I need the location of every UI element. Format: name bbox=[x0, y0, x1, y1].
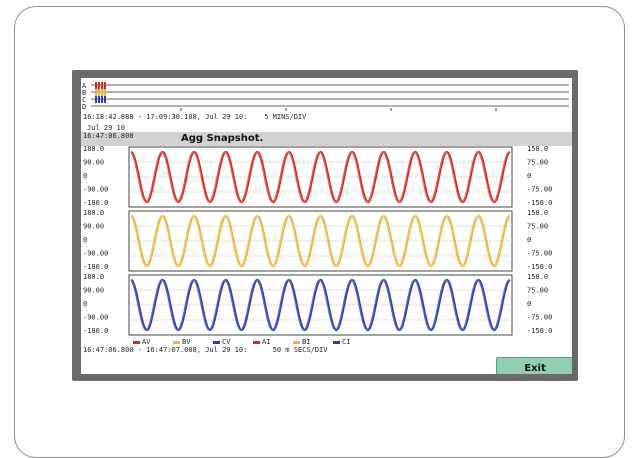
right-tick-label: 0 bbox=[527, 300, 531, 308]
legend-label: BV bbox=[182, 338, 191, 346]
left-tick-label: 180.0 bbox=[83, 273, 104, 281]
legend-item: CI bbox=[333, 338, 350, 346]
left-tick-label: 90.00 bbox=[83, 287, 104, 295]
series-line bbox=[130, 279, 511, 331]
right-tick-label: -150.0 bbox=[527, 263, 552, 271]
legend-label: CI bbox=[342, 338, 351, 346]
right-tick-label: -150.0 bbox=[527, 199, 552, 207]
legend-label: AV bbox=[142, 338, 151, 346]
track-marker bbox=[101, 82, 103, 89]
exit-button[interactable]: Exit bbox=[496, 357, 572, 374]
legend-swatch bbox=[333, 340, 340, 344]
left-tick-label: -90.00 bbox=[83, 186, 108, 194]
snapshot-title: Agg Snapshot. bbox=[181, 133, 264, 144]
right-tick-label: 0 bbox=[527, 172, 531, 180]
legend-swatch bbox=[133, 340, 140, 344]
overview-time-range: 16:18:42.888 - 17:09:30.108, Jul 29 10: … bbox=[83, 113, 307, 121]
left-tick-label: -90.00 bbox=[83, 250, 108, 258]
left-tick-label: 90.00 bbox=[83, 159, 104, 167]
right-tick-label: -75.00 bbox=[527, 250, 552, 258]
legend: AV BV CV AI BI CI bbox=[133, 338, 413, 347]
legend-item: BV bbox=[173, 338, 190, 346]
legend-swatch bbox=[173, 340, 180, 344]
waveform-panel: 180.0 90.00 0 -90.00 -180.0 150.0 75.00 0 -75.00… bbox=[83, 273, 552, 336]
track-marker bbox=[98, 96, 100, 103]
track-label: A bbox=[82, 82, 87, 90]
waveform-panel: 180.0 90.00 0 -90.00 -180.0 150.0 75.00 0 -75.00… bbox=[83, 146, 552, 208]
right-tick-label: 75.00 bbox=[527, 223, 548, 231]
right-tick-label: 150.0 bbox=[527, 146, 548, 153]
snapshot-time: 16:47:06.800 bbox=[83, 132, 134, 140]
right-tick-label: 0 bbox=[527, 236, 531, 244]
right-tick-label: 75.00 bbox=[527, 159, 548, 167]
track-marker bbox=[101, 89, 103, 96]
right-tick-label: -75.00 bbox=[527, 314, 552, 322]
left-tick-label: 180.0 bbox=[83, 146, 104, 153]
left-tick-label: 180.0 bbox=[83, 209, 104, 217]
legend-label: BI bbox=[302, 338, 311, 346]
track-marker bbox=[98, 89, 100, 96]
track-marker bbox=[95, 82, 97, 89]
series-line bbox=[130, 151, 511, 203]
right-tick-label: 75.00 bbox=[527, 287, 548, 295]
left-tick-label: -180.0 bbox=[83, 263, 108, 271]
waveform-panel: 180.0 90.00 0 -90.00 -180.0 150.0 75.00 0 -75.00… bbox=[83, 209, 552, 272]
legend-item: AV bbox=[133, 338, 150, 346]
left-tick-label: 90.00 bbox=[83, 223, 104, 231]
left-tick-label: -180.0 bbox=[83, 199, 108, 207]
legend-swatch bbox=[213, 340, 220, 344]
legend-label: CV bbox=[222, 338, 231, 346]
left-tick-label: 0 bbox=[83, 300, 87, 308]
track-marker bbox=[95, 89, 97, 96]
right-tick-label: -75.00 bbox=[527, 186, 552, 194]
track-label: C bbox=[82, 96, 86, 104]
snapshot-date: Jul 29 10 bbox=[87, 124, 125, 132]
track-marker bbox=[104, 82, 106, 89]
track-marker bbox=[101, 96, 103, 103]
legend-item: BI bbox=[293, 338, 310, 346]
left-tick-label: 0 bbox=[83, 236, 87, 244]
track-label: D bbox=[82, 103, 86, 111]
right-tick-label: 150.0 bbox=[527, 209, 548, 217]
legend-swatch bbox=[253, 340, 260, 344]
legend-item: AI bbox=[253, 338, 270, 346]
series-line bbox=[130, 215, 511, 267]
left-tick-label: -90.00 bbox=[83, 314, 108, 322]
track-marker bbox=[104, 89, 106, 96]
right-tick-label: 150.0 bbox=[527, 273, 548, 281]
track-label: B bbox=[82, 89, 86, 97]
legend-swatch bbox=[293, 340, 300, 344]
track-marker bbox=[104, 96, 106, 103]
right-tick-label: -150.0 bbox=[527, 327, 552, 335]
track-marker bbox=[98, 82, 100, 89]
bottom-time-range: 16:47:06.800 - 16:47:07.008, Jul 29 10: … bbox=[83, 346, 328, 354]
left-tick-label: 0 bbox=[83, 172, 87, 180]
track-marker bbox=[95, 96, 97, 103]
legend-item: CV bbox=[213, 338, 230, 346]
snapshot-title-bar: Agg Snapshot. bbox=[81, 132, 572, 146]
legend-label: AI bbox=[262, 338, 271, 346]
left-tick-label: -180.0 bbox=[83, 327, 108, 335]
waveform-panels: 180.0 90.00 0 -90.00 -180.0 150.0 75.00 0 -75.00… bbox=[83, 146, 552, 336]
